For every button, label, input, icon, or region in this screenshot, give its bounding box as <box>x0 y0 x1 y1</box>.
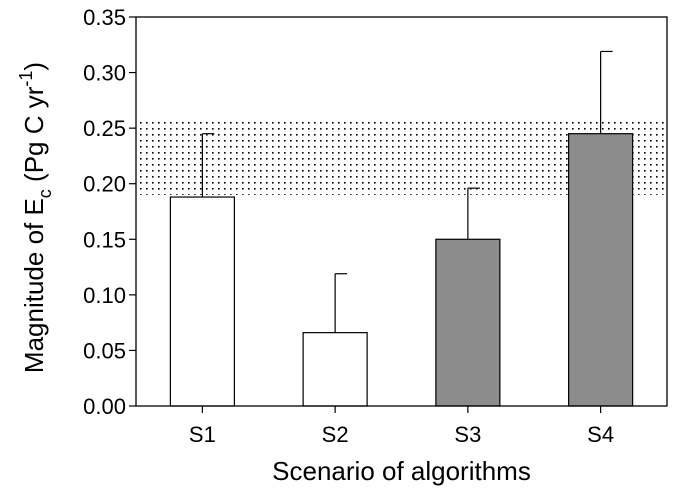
x-tick-label: S2 <box>322 422 349 447</box>
bar-s3 <box>435 238 501 407</box>
x-tick-label: S3 <box>454 422 481 447</box>
y-tick-label: 0.25 <box>83 116 126 141</box>
y-tick-label: 0.35 <box>83 5 126 30</box>
bar-s1 <box>169 196 235 407</box>
x-axis-title: Scenario of algorithms <box>272 456 531 486</box>
y-tick-label: 0.30 <box>83 61 126 86</box>
bar-s2 <box>302 332 368 407</box>
y-axis-title: Magnitude of Ec (Pg C yr-1) <box>16 62 55 373</box>
x-tick-label: S1 <box>189 422 216 447</box>
y-tick-label: 0.15 <box>83 227 126 252</box>
bar-s4 <box>568 133 634 407</box>
y-tick-label: 0.05 <box>83 338 126 363</box>
plot-frame <box>135 16 668 407</box>
x-tick-label: S4 <box>587 422 614 447</box>
y-tick-label: 0.00 <box>83 394 126 419</box>
y-tick-label: 0.20 <box>83 172 126 197</box>
y-tick-label: 0.10 <box>83 283 126 308</box>
